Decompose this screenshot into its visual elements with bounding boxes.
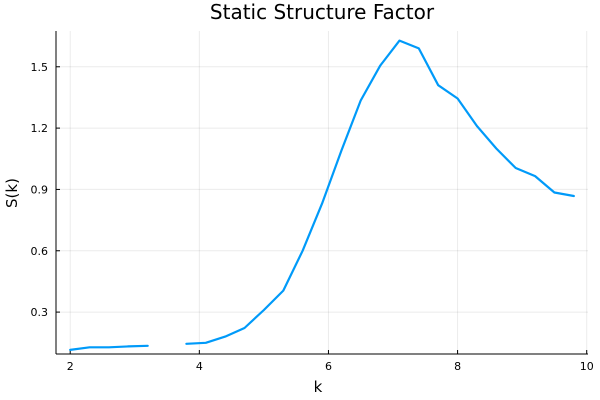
y-tick-label: 0.3: [31, 306, 49, 319]
series-line-segment: [185, 39, 575, 345]
y-tick-label: 1.5: [31, 61, 49, 74]
series-layer: [69, 39, 575, 351]
y-tick-label: 1.2: [31, 122, 49, 135]
x-tick-label: 10: [580, 360, 594, 373]
ticks: 2 4 6 8 10 0.3 0.6 0.9 1.2 1.5: [31, 61, 594, 373]
x-axis-label: k: [314, 378, 323, 396]
grid: [56, 31, 588, 354]
chart-title: Static Structure Factor: [210, 0, 435, 24]
y-tick-label: 0.9: [31, 183, 49, 196]
axes: [55, 31, 588, 355]
x-tick-label: 4: [196, 360, 203, 373]
x-tick-label: 6: [325, 360, 332, 373]
x-tick-label: 8: [454, 360, 461, 373]
x-tick-label: 2: [67, 360, 74, 373]
y-axis-label: S(k): [3, 178, 21, 208]
series-line-segment: [69, 344, 149, 351]
y-tick-label: 0.6: [31, 245, 49, 258]
